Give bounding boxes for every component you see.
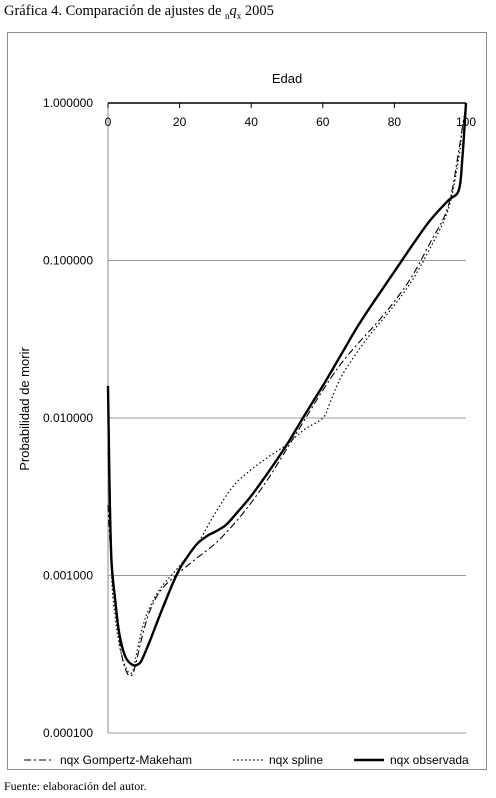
title-suffix: 2005: [241, 3, 274, 19]
x-tick-label: 20: [173, 115, 187, 129]
series-line-solid: [106, 102, 468, 667]
y-tick-label: 0.010000: [43, 411, 93, 425]
x-tick-label: 40: [245, 115, 259, 129]
x-tick-label: 80: [388, 115, 402, 129]
y-tick-label: 0.100000: [43, 254, 93, 268]
legend-label: nqx spline: [269, 753, 323, 767]
grid-layer: [108, 102, 466, 734]
figure-title: Gráfica 4. Comparación de ajustes de nqx…: [4, 3, 274, 21]
title-prefix: Gráfica 4. Comparación de ajustes de: [4, 3, 226, 19]
x-tick-label: 100: [456, 115, 476, 129]
y-tick-label: 0.001000: [43, 569, 93, 583]
chart-frame: [7, 32, 487, 770]
series-layer: [106, 102, 468, 677]
footnote: Fuente: elaboración del autor.: [4, 779, 147, 793]
title-subscript-x: x: [236, 10, 242, 21]
title-q: q: [229, 3, 237, 19]
title-subscript-n: n: [225, 10, 230, 21]
y-tick-label: 1.000000: [43, 96, 93, 110]
legend-label: nqx Gompertz-Makeham: [60, 753, 192, 767]
y-tick-label: 0.000100: [43, 726, 93, 740]
series-line-dash-dot: [107, 106, 467, 677]
y-axis-title: Probabilidad de morir: [17, 347, 32, 471]
legend-label: nqx observada: [390, 753, 469, 767]
x-axis-title: Edad: [272, 71, 302, 86]
axis-layer: 1.000000 0.100000 0.010000 0.001000 0.000100…: [43, 96, 476, 740]
x-tick-label: 0: [105, 115, 112, 129]
series-line-dotted: [107, 106, 467, 674]
x-tick-label: 60: [316, 115, 330, 129]
legend: nqx Gompertz-Makeham nqx spline nqx observ…: [24, 753, 469, 767]
